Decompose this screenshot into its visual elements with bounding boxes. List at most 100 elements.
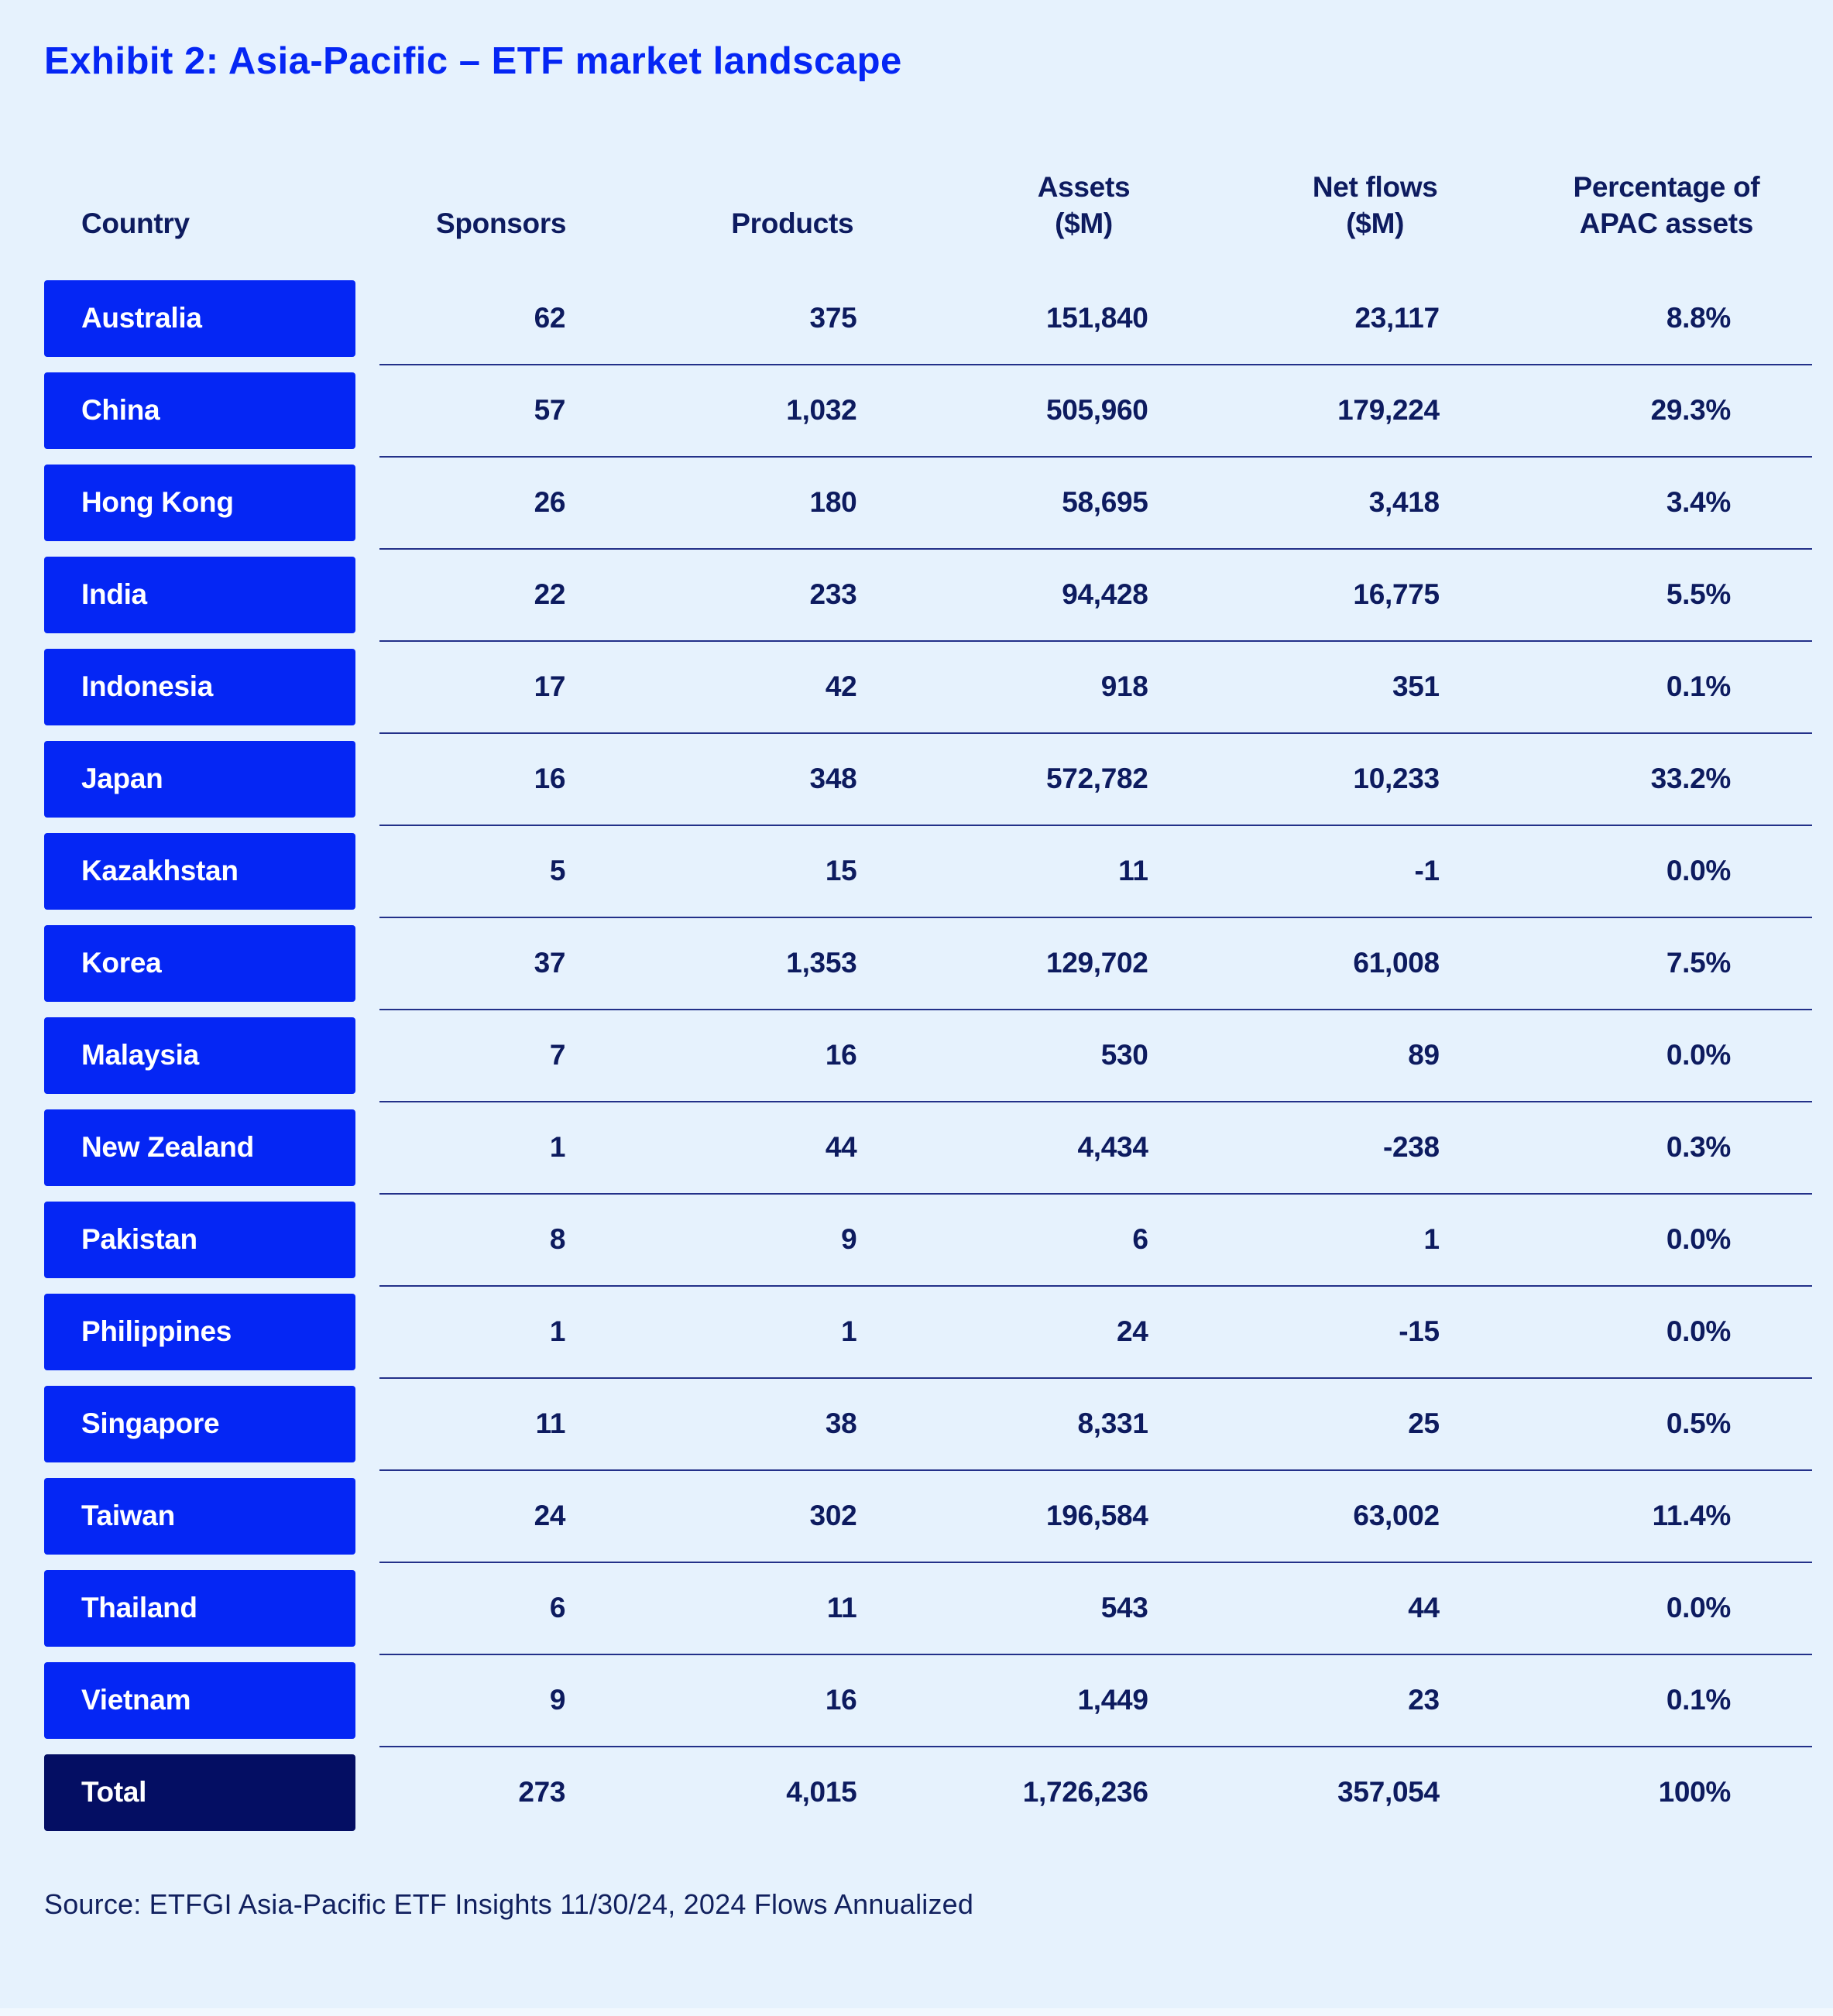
assets-value: 1,449 [1077, 1684, 1148, 1716]
source-note: Source: ETFGI Asia-Pacific ETF Insights … [44, 1887, 974, 1920]
sponsors-value: 1 [549, 1315, 566, 1348]
country-pill: Kazakhstan [44, 832, 355, 910]
apac-percentage-value: 11.4% [1652, 1500, 1732, 1532]
net-flows-value: 23,117 [1354, 302, 1440, 334]
net-flows-value: 61,008 [1353, 947, 1440, 979]
country-pill: Thailand [44, 1569, 355, 1647]
net-flows-value: 351 [1392, 670, 1440, 703]
sponsors-value: 6 [549, 1592, 566, 1624]
net-flows-value: 44 [1408, 1592, 1440, 1624]
sponsors-value: 11 [535, 1407, 566, 1440]
apac-percentage-value: 5.5% [1666, 578, 1731, 611]
assets-value: 530 [1100, 1039, 1148, 1071]
total-pill: Total [44, 1754, 355, 1831]
products-value: 44 [825, 1131, 857, 1164]
net-flows-value: 10,233 [1353, 763, 1440, 795]
country-pill: China [44, 372, 355, 449]
table-body: Australia 62 375 151,840 23,117 8.8% China 57 1,… [44, 273, 1812, 1839]
sponsors-value: 9 [549, 1684, 566, 1716]
products-value: 180 [809, 486, 857, 519]
table-row: New Zealand 1 44 4,434 -238 0.3% [44, 1102, 1812, 1195]
products-value: 375 [809, 302, 857, 334]
country-pill: New Zealand [44, 1109, 355, 1186]
etf-market-table: Country Sponsors Products Assets ($M) Ne… [44, 83, 1812, 1839]
table-row: Japan 16 348 572,782 10,233 33.2% [44, 733, 1812, 826]
sponsors-value: 273 [518, 1776, 566, 1809]
sponsors-value: 17 [534, 670, 566, 703]
header-label: ($M) [1346, 207, 1405, 239]
net-flows-value: 23 [1408, 1684, 1440, 1716]
products-value: 348 [809, 763, 857, 795]
sponsors-value: 8 [549, 1223, 566, 1256]
assets-value: 6 [1132, 1223, 1148, 1256]
page-title: Exhibit 2: Asia-Pacific – ETF market lan… [44, 40, 902, 82]
assets-value: 11 [1118, 855, 1148, 887]
country-pill: Vietnam [44, 1661, 355, 1739]
table-row: Philippines 1 1 24 -15 0.0% [44, 1286, 1812, 1379]
products-value: 233 [809, 578, 857, 611]
assets-value: 4,434 [1077, 1131, 1148, 1164]
header-label: Products [731, 207, 854, 239]
apac-percentage-value: 100% [1658, 1776, 1732, 1809]
net-flows-value: -1 [1414, 855, 1440, 887]
products-value: 38 [825, 1407, 857, 1440]
header-cell-sponsors: Sponsors [355, 83, 647, 242]
assets-value: 543 [1100, 1592, 1148, 1624]
country-pill: Indonesia [44, 648, 355, 725]
table-row: Pakistan 8 9 6 1 0.0% [44, 1194, 1812, 1287]
sponsors-value: 1 [549, 1131, 566, 1164]
header-label: Country [81, 207, 190, 239]
table-row: Thailand 6 11 543 44 0.0% [44, 1562, 1812, 1655]
country-pill: Japan [44, 740, 355, 818]
products-value: 1 [841, 1315, 857, 1348]
products-value: 42 [825, 670, 857, 703]
table-row: Australia 62 375 151,840 23,117 8.8% [44, 273, 1812, 365]
assets-value: 8,331 [1077, 1407, 1148, 1440]
bottom-strip [0, 2008, 1833, 2016]
net-flows-value: 179,224 [1337, 394, 1440, 427]
assets-value: 918 [1100, 670, 1148, 703]
sponsors-value: 57 [534, 394, 566, 427]
header-label: Net flows [1312, 170, 1438, 203]
table-row: Hong Kong 26 180 58,695 3,418 3.4% [44, 457, 1812, 550]
apac-percentage-value: 8.8% [1666, 302, 1731, 334]
products-value: 15 [825, 855, 857, 887]
sponsors-value: 37 [534, 947, 566, 979]
sponsors-value: 24 [534, 1500, 566, 1532]
apac-percentage-value: 0.1% [1666, 670, 1731, 703]
assets-value: 58,695 [1062, 486, 1148, 519]
assets-value: 151,840 [1045, 302, 1148, 334]
sponsors-value: 5 [549, 855, 566, 887]
header-label: ($M) [1055, 207, 1113, 239]
products-value: 302 [809, 1500, 857, 1532]
header-cell-net-flows: Net flows ($M) [1230, 83, 1521, 242]
apac-percentage-value: 0.0% [1666, 1592, 1731, 1624]
net-flows-value: 89 [1408, 1039, 1440, 1071]
net-flows-value: 1 [1423, 1223, 1440, 1256]
country-pill: Australia [44, 279, 355, 357]
table-header-row: Country Sponsors Products Assets ($M) Ne… [44, 83, 1812, 273]
country-pill: Malaysia [44, 1017, 355, 1094]
apac-percentage-value: 0.0% [1666, 1039, 1731, 1071]
net-flows-value: 25 [1408, 1407, 1440, 1440]
apac-percentage-value: 0.1% [1666, 1684, 1731, 1716]
apac-percentage-value: 0.0% [1666, 855, 1731, 887]
header-cell-country: Country [44, 83, 355, 242]
net-flows-value: 16,775 [1353, 578, 1440, 611]
country-pill: Singapore [44, 1385, 355, 1462]
sponsors-value: 62 [534, 302, 566, 334]
header-label: Sponsors [435, 207, 567, 239]
assets-value: 505,960 [1045, 394, 1148, 427]
country-pill: Pakistan [44, 1201, 355, 1278]
header-label: APAC assets [1579, 207, 1754, 239]
apac-percentage-value: 3.4% [1666, 486, 1731, 519]
header-label: Assets [1037, 170, 1131, 203]
country-pill: Philippines [44, 1293, 355, 1370]
net-flows-value: 357,054 [1337, 1776, 1440, 1809]
apac-percentage-value: 0.0% [1666, 1223, 1731, 1256]
assets-value: 1,726,236 [1022, 1776, 1148, 1809]
products-value: 9 [841, 1223, 857, 1256]
country-pill: India [44, 556, 355, 633]
products-value: 1,032 [786, 394, 857, 427]
net-flows-value: 63,002 [1353, 1500, 1440, 1532]
